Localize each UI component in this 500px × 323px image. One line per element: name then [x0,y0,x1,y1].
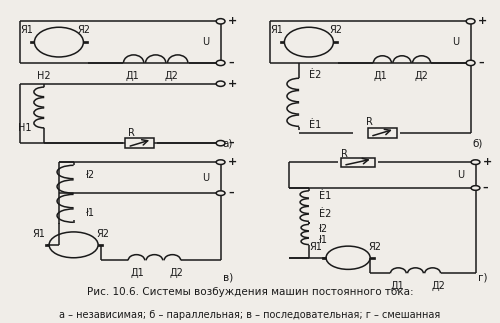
Circle shape [471,160,480,164]
Text: Я2: Я2 [330,25,342,35]
Text: Д2: Д2 [432,281,446,291]
Text: Д1: Д1 [130,268,144,278]
Bar [334,41,338,44]
Text: а): а) [222,138,233,148]
Circle shape [466,60,475,66]
Text: а – независимая; б – параллельная; в – последовательная; г – смешанная: а – независимая; б – параллельная; в – п… [60,310,440,320]
Text: +: + [483,157,492,167]
Text: U: U [202,173,209,182]
Bar [370,256,374,259]
Bar [368,128,397,138]
Text: U: U [457,170,464,180]
Bar [341,158,375,167]
Text: +: + [228,79,237,89]
Text: ł2: ł2 [318,224,328,234]
Text: R: R [128,128,135,138]
Text: Д1: Д1 [390,281,404,291]
Text: Рис. 10.6. Системы возбуждения машин постоянного тока:: Рис. 10.6. Системы возбуждения машин пос… [86,287,413,297]
Text: U: U [202,37,209,47]
Text: R: R [341,150,348,159]
Text: Ė1: Ė1 [318,191,331,201]
Text: –: – [478,58,484,68]
Text: R: R [366,117,372,127]
Circle shape [466,19,475,24]
Bar [30,41,34,44]
Text: Я2: Я2 [96,230,110,239]
Bar [125,138,154,148]
Circle shape [216,60,225,66]
Text: Я1: Я1 [310,243,322,252]
Bar [280,41,284,44]
Text: Я2: Я2 [77,25,90,35]
Bar [84,41,88,44]
Circle shape [216,19,225,24]
Text: Я1: Я1 [270,25,283,35]
Text: Н1: Н1 [18,123,32,133]
Text: +: + [228,16,237,26]
Text: –: – [228,58,234,68]
Text: б): б) [472,138,483,148]
Circle shape [216,160,225,164]
Text: Д2: Д2 [414,71,428,81]
Text: Н2: Н2 [37,71,51,81]
Text: Я1: Я1 [20,25,34,35]
Text: –: – [228,188,234,198]
Text: ł1: ł1 [318,235,328,245]
Text: в): в) [222,272,233,282]
Text: ł1: ł1 [86,208,95,217]
Text: –: – [483,183,488,193]
Circle shape [471,186,480,190]
Text: +: + [228,157,237,167]
Text: –: – [228,138,234,148]
Text: Д2: Д2 [164,71,178,81]
Text: Д1: Д1 [373,71,387,81]
Bar [44,244,49,246]
Text: Ė1: Ė1 [309,120,321,130]
Text: Д2: Д2 [170,268,183,278]
Bar [322,256,326,259]
Text: +: + [478,16,487,26]
Text: U: U [452,37,460,47]
Text: г): г) [478,272,488,282]
Circle shape [216,141,225,146]
Text: Я2: Я2 [368,243,382,252]
Bar [98,244,102,246]
Text: Ė2: Ė2 [309,70,322,80]
Circle shape [216,81,225,86]
Circle shape [216,191,225,195]
Text: Д1: Д1 [126,71,140,81]
Text: Ė2: Ė2 [318,209,331,219]
Text: ł2: ł2 [86,170,95,180]
Text: Я1: Я1 [33,230,46,239]
